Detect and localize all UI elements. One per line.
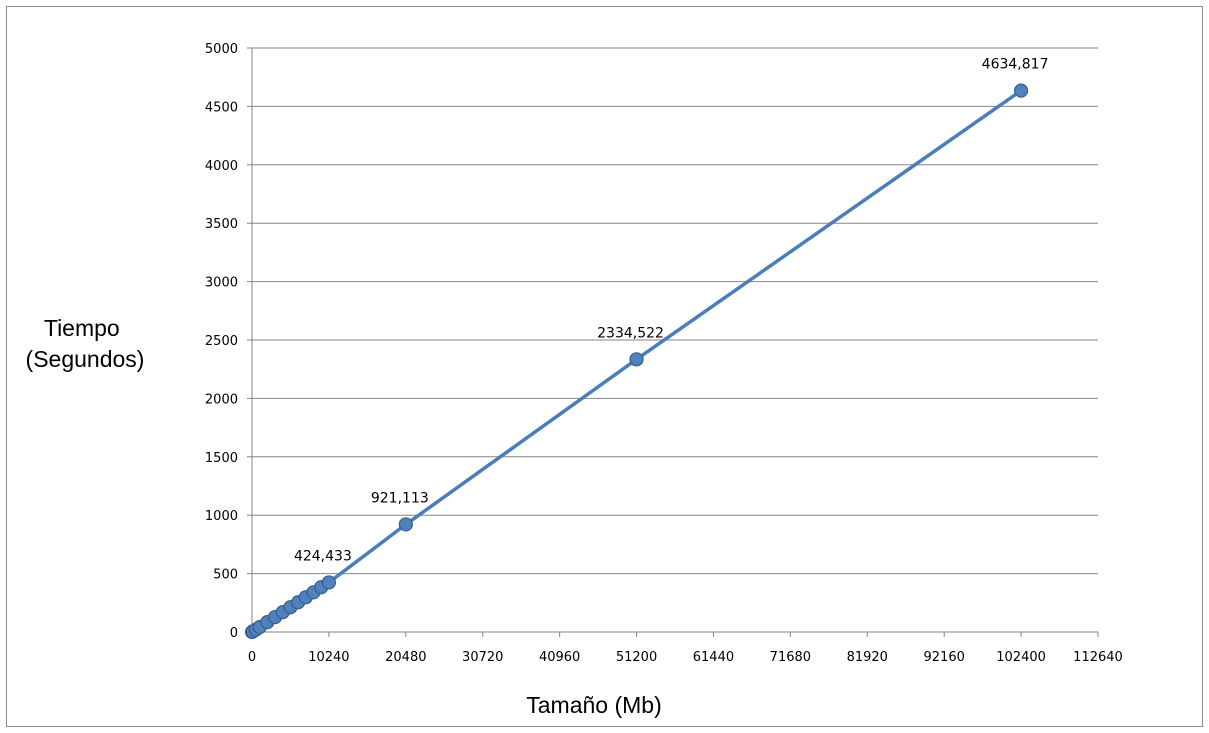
- x-tick-label-40960: 40960: [539, 650, 580, 665]
- gridlines: [252, 47, 1098, 575]
- y-axis-title: Tiempo (Segundos): [26, 315, 145, 372]
- x-tick-label-102400: 102400: [996, 650, 1046, 665]
- x-tick-labels: 0 10240 20480 30720 40960 51200 61440 71680 8192…: [248, 650, 1123, 665]
- x-tick-label-10240: 10240: [308, 650, 349, 665]
- y-axis-title-line1: Tiempo: [44, 315, 120, 341]
- y-tick-label-1500: 1500: [205, 451, 238, 466]
- y-tick-label-4000: 4000: [205, 159, 238, 174]
- y-tick-label-4500: 4500: [205, 100, 238, 115]
- x-tick-label-0: 0: [248, 650, 256, 665]
- x-tick-label-71680: 71680: [770, 650, 811, 665]
- y-tick-label-0: 0: [230, 626, 238, 641]
- x-tick-label-92160: 92160: [924, 650, 965, 665]
- data-point-12: [321, 575, 337, 590]
- data-labels: 424,433 921,113 2334,522 4634,817: [294, 57, 1049, 565]
- x-tick-label-51200: 51200: [616, 650, 657, 665]
- data-label-1: 921,113: [371, 490, 429, 506]
- chart-frame: [6, 6, 1203, 727]
- x-tick-label-112640: 112640: [1073, 650, 1123, 665]
- x-tick-label-81920: 81920: [847, 650, 888, 665]
- y-tick-label-5000: 5000: [205, 42, 238, 57]
- x-tick-label-20480: 20480: [385, 650, 426, 665]
- data-label-3: 4634,817: [982, 57, 1049, 73]
- x-tick-label-61440: 61440: [693, 650, 734, 665]
- data-point-13: [398, 517, 413, 532]
- y-tick-label-3000: 3000: [205, 276, 238, 291]
- y-tick-label-2000: 2000: [205, 392, 238, 407]
- x-axis-title: Tamaño (Mb): [526, 692, 661, 718]
- data-point-15: [1013, 83, 1029, 98]
- y-tick-label-2500: 2500: [205, 334, 238, 349]
- series: [244, 83, 1029, 640]
- data-label-0: 424,433: [294, 548, 352, 564]
- y-tick-label-500: 500: [213, 568, 238, 583]
- axes: [247, 47, 1099, 637]
- y-tick-labels: 0 500 1000 1500 2000 2500 3000 3500 4000 4500 5000: [205, 42, 238, 641]
- y-tick-label-1000: 1000: [205, 509, 238, 524]
- x-tick-label-30720: 30720: [462, 650, 503, 665]
- y-axis-title-line2: (Segundos): [26, 346, 145, 372]
- y-tick-label-3500: 3500: [205, 217, 238, 232]
- data-point-14: [629, 352, 644, 367]
- data-label-2: 2334,522: [597, 325, 664, 341]
